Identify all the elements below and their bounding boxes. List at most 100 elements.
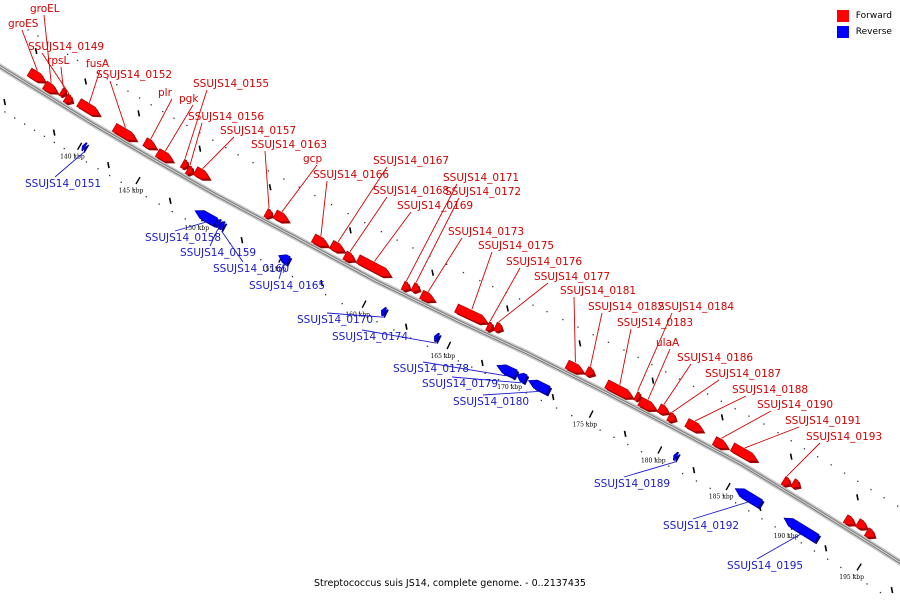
minor-tick-dot xyxy=(86,65,89,68)
minor-tick-dot xyxy=(252,162,254,164)
gene-arrow xyxy=(656,403,670,415)
minor-tick-dot xyxy=(199,132,201,134)
minor-tick-dot xyxy=(73,154,76,156)
minor-tick-mark xyxy=(890,586,894,594)
minor-tick-mark xyxy=(651,377,655,384)
minor-tick-mark xyxy=(240,237,244,244)
minor-tick-dot xyxy=(364,222,366,224)
gene-arrow xyxy=(485,321,494,332)
minor-tick-dot xyxy=(57,47,59,49)
gene-arrow xyxy=(496,364,518,379)
minor-tick-dot xyxy=(510,384,513,387)
minor-tick-dot xyxy=(866,583,868,585)
gene-arrow xyxy=(790,478,800,489)
tick-label: 195 kbp xyxy=(839,574,864,581)
minor-tick-dot xyxy=(380,231,382,233)
minor-tick-dot xyxy=(237,154,239,156)
gene-arrow xyxy=(672,451,680,462)
gene-arrow xyxy=(41,80,59,94)
reverse-gene xyxy=(496,364,520,381)
forward-gene-label: SSUJS14_0157 xyxy=(220,125,296,137)
minor-tick-dot xyxy=(186,124,188,127)
reverse-leader xyxy=(209,228,219,247)
reverse-gene-label: SSUJS14_0178 xyxy=(393,363,469,375)
forward-gene-label: SSUJS14_0193 xyxy=(806,431,882,443)
minor-tick-dot xyxy=(213,234,216,236)
reverse-gene-label: SSUJS14_0151 xyxy=(25,178,101,190)
gene-arrow xyxy=(637,396,657,411)
gene-arrow xyxy=(863,527,876,538)
gene-arrow xyxy=(76,98,101,116)
minor-tick-dot xyxy=(396,239,398,241)
minor-tick-mark xyxy=(137,110,141,117)
forward-gene xyxy=(584,366,597,379)
minor-tick-dot xyxy=(540,399,542,402)
forward-gene xyxy=(192,166,212,181)
forward-leader xyxy=(264,150,270,209)
minor-tick-dot xyxy=(37,35,39,37)
reverse-leader xyxy=(174,221,206,232)
minor-tick-dot xyxy=(24,123,26,125)
minor-tick-dot xyxy=(225,147,227,149)
gene-arrow xyxy=(215,218,222,229)
tick-label: 180 kbp xyxy=(641,457,666,464)
reverse-leader xyxy=(221,230,244,263)
gene-arrow xyxy=(179,158,188,169)
minor-tick-dot xyxy=(532,304,534,306)
gene-arrow xyxy=(142,137,158,149)
minor-tick-dot xyxy=(85,161,88,163)
minor-tick-dot xyxy=(555,407,558,409)
minor-tick-dot xyxy=(393,329,395,331)
forward-gene xyxy=(342,250,357,264)
forward-gene xyxy=(154,148,176,164)
gene-arrow xyxy=(81,142,88,152)
minor-tick-dot xyxy=(158,203,160,205)
gene-features xyxy=(26,67,877,545)
minor-tick-dot xyxy=(787,534,789,536)
forward-leader xyxy=(647,348,671,400)
minor-tick-mark xyxy=(198,145,202,152)
minor-tick-dot xyxy=(120,181,122,183)
minor-tick-mark xyxy=(578,340,582,347)
minor-ticks xyxy=(3,29,899,594)
forward-gene xyxy=(666,411,678,424)
minor-tick-dot xyxy=(67,53,69,55)
minor-tick-dot xyxy=(734,502,737,504)
minor-tick-dot xyxy=(627,443,629,446)
forward-gene xyxy=(328,239,347,254)
gene-arrow xyxy=(111,122,138,141)
minor-tick-dot xyxy=(97,168,99,170)
forward-gene xyxy=(26,67,48,84)
forward-leader xyxy=(637,312,673,391)
gene-arrow xyxy=(62,93,73,104)
forward-gene-label: SSUJS14_0172 xyxy=(445,186,521,198)
gene-arrow xyxy=(493,321,503,332)
tick-label: 140 kbp xyxy=(60,153,85,160)
minor-tick-dot xyxy=(592,334,594,336)
minor-tick-mark xyxy=(404,323,408,330)
gene-arrow xyxy=(26,67,46,83)
forward-gene xyxy=(863,527,877,540)
forward-gene xyxy=(410,282,422,295)
minor-tick-dot xyxy=(53,141,55,144)
minor-tick-mark xyxy=(431,269,435,276)
gene-arrow xyxy=(278,254,291,266)
legend-forward: Forward xyxy=(836,8,892,24)
forward-gene xyxy=(41,80,60,95)
minor-tick-dot xyxy=(162,110,164,113)
minor-tick-dot xyxy=(607,341,610,343)
forward-gene xyxy=(184,165,195,177)
forward-gene xyxy=(493,321,505,334)
forward-gene xyxy=(790,478,802,490)
forward-leader xyxy=(405,183,458,282)
minor-tick-dot xyxy=(462,271,465,274)
minor-tick-mark xyxy=(52,129,56,136)
reverse-gene-label: SSUJS14_0159 xyxy=(180,247,256,259)
forward-gene xyxy=(711,436,731,451)
minor-tick-dot xyxy=(682,472,684,475)
forward-leader xyxy=(498,282,549,323)
tick-mark xyxy=(657,446,663,454)
forward-gene-label: ulaA xyxy=(656,337,680,349)
gene-arrow xyxy=(219,221,226,231)
backbone xyxy=(0,63,900,566)
